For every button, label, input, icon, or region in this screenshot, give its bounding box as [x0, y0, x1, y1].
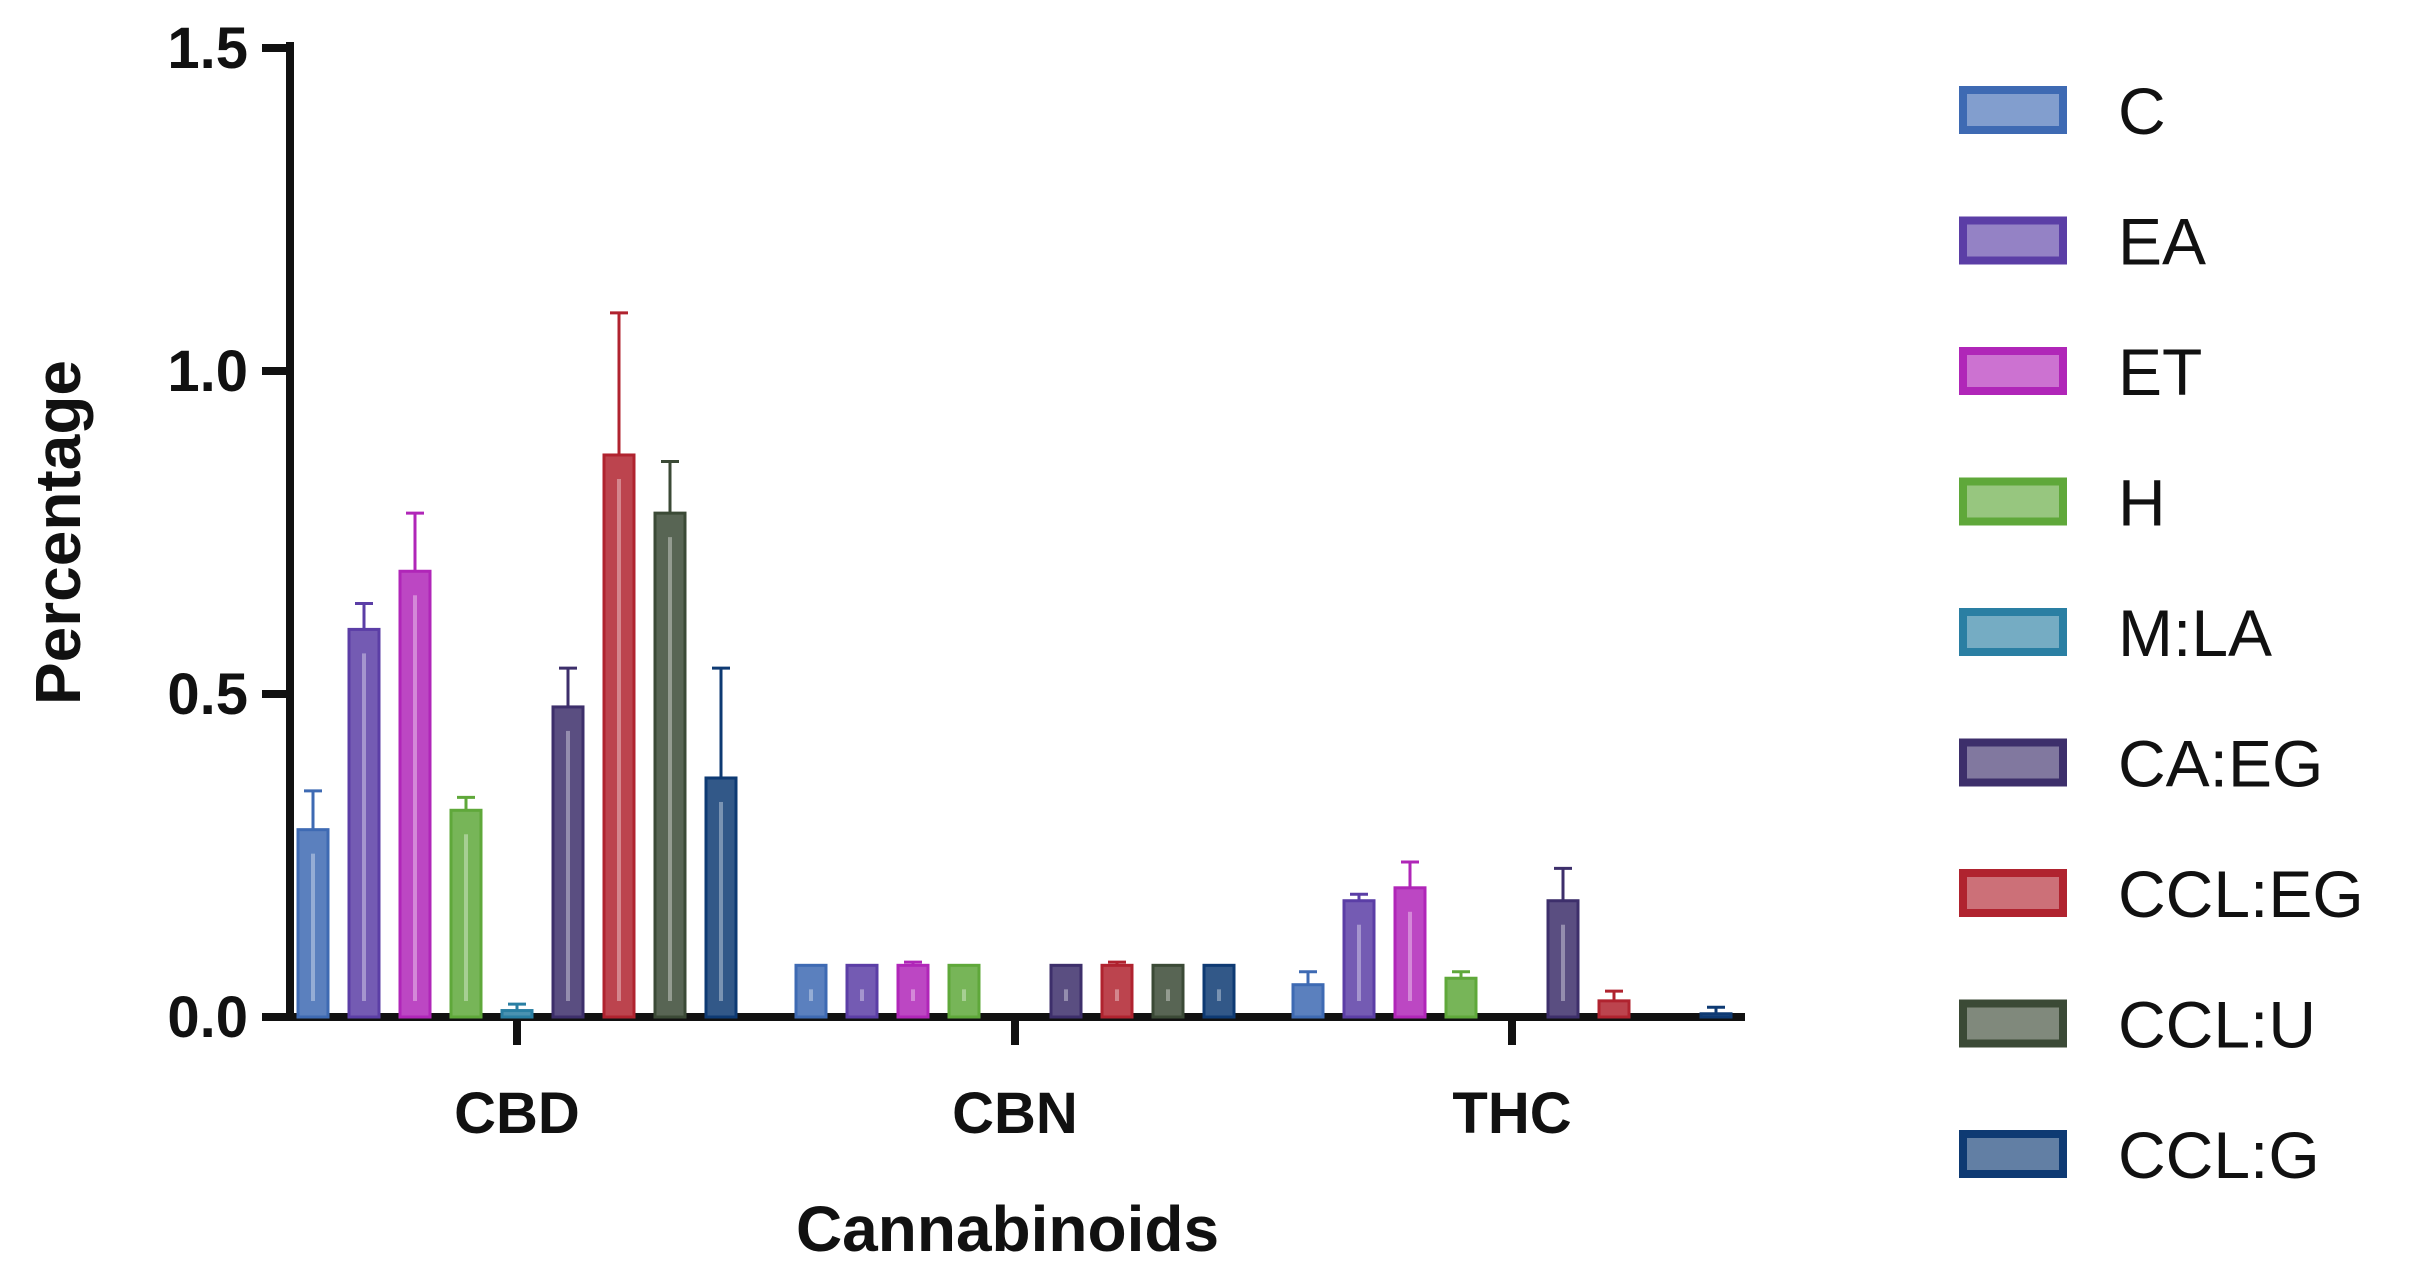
legend-label-ccl-u: CCL:U: [2118, 988, 2316, 1062]
legend-swatch-c: [1959, 86, 2067, 134]
bar-highlight-ea-cbn: [860, 989, 864, 1001]
legend-swatch-ccl-eg: [1959, 869, 2067, 917]
bar-highlight-ccl-u-cbn: [1166, 989, 1170, 1001]
legend-label-ccl-eg: CCL:EG: [2118, 857, 2364, 931]
bar-highlight-et-cbd: [413, 595, 417, 1001]
bar-c-thc: [1291, 983, 1325, 1019]
legend-label-h: H: [2118, 466, 2166, 540]
bar-highlight-et-thc: [1408, 911, 1412, 1001]
bar-ccl-g-thc: [1699, 1012, 1733, 1019]
y-tick-label: 0.0: [167, 985, 248, 1050]
legend-swatch-m-la: [1959, 608, 2067, 656]
bar-highlight-ca-eg-cbd: [566, 730, 570, 1001]
bar-h-thc: [1444, 976, 1478, 1019]
legend-swatch-ca-eg: [1959, 738, 2067, 787]
y-tick-label: 1.5: [167, 16, 248, 81]
bar-highlight-ccl-u-cbd: [668, 537, 672, 1001]
legend-swatch-h: [1959, 477, 2067, 526]
legend-swatch-et: [1959, 347, 2067, 395]
bar-ccl-eg-cbn: [1100, 963, 1134, 1019]
legend-label-c: C: [2118, 74, 2166, 148]
legend-swatch-ccl-g: [1959, 1130, 2067, 1178]
y-axis-title: Percentage: [22, 360, 94, 705]
bar-highlight-h-cbd: [464, 834, 468, 1001]
bar-highlight-ca-eg-thc: [1561, 924, 1565, 1001]
x-axis-title: Cannabinoids: [796, 1193, 1219, 1265]
bar-highlight-ccl-g-cbn: [1217, 989, 1221, 1001]
bar-highlight-ea-cbd: [362, 653, 366, 1001]
bar-highlight-ea-thc: [1357, 924, 1361, 1001]
legend-swatch-ccl-u: [1959, 999, 2067, 1048]
bar-highlight-ccl-g-cbd: [719, 801, 723, 1001]
bar-highlight-et-cbn: [911, 989, 915, 1001]
y-tick-label: 1.0: [167, 339, 248, 404]
bar-highlight-ca-eg-cbn: [1064, 989, 1068, 1001]
legend-label-ccl-g: CCL:G: [2118, 1118, 2320, 1192]
x-tick-label-cbd: CBD: [454, 1081, 580, 1146]
x-tick-label-thc: THC: [1452, 1081, 1571, 1146]
legend-label-ca-eg: CA:EG: [2118, 727, 2323, 801]
legend-label-et: ET: [2118, 335, 2202, 409]
bar-ca-eg-cbn: [1049, 963, 1083, 1019]
y-tick-label: 0.5: [167, 662, 248, 727]
bar-highlight-ccl-eg-cbd: [617, 478, 621, 1002]
legend-swatch-ea: [1959, 216, 2067, 265]
bar-ca-eg-thc: [1546, 899, 1580, 1019]
bar-ccl-eg-thc: [1597, 999, 1631, 1019]
bar-ccl-g-cbn: [1202, 963, 1236, 1019]
bar-highlight-ccl-eg-cbn: [1115, 989, 1119, 1001]
bar-highlight-h-cbn: [962, 989, 966, 1001]
bar-m-la-cbd: [500, 1009, 534, 1019]
legend-label-m-la: M:LA: [2118, 596, 2272, 670]
bar-c-cbn: [794, 963, 828, 1019]
legend-label-ea: EA: [2118, 205, 2206, 279]
bar-highlight-c-cbn: [809, 989, 813, 1001]
bar-highlight-c-cbd: [311, 853, 315, 1001]
x-tick-label-cbn: CBN: [952, 1081, 1078, 1146]
